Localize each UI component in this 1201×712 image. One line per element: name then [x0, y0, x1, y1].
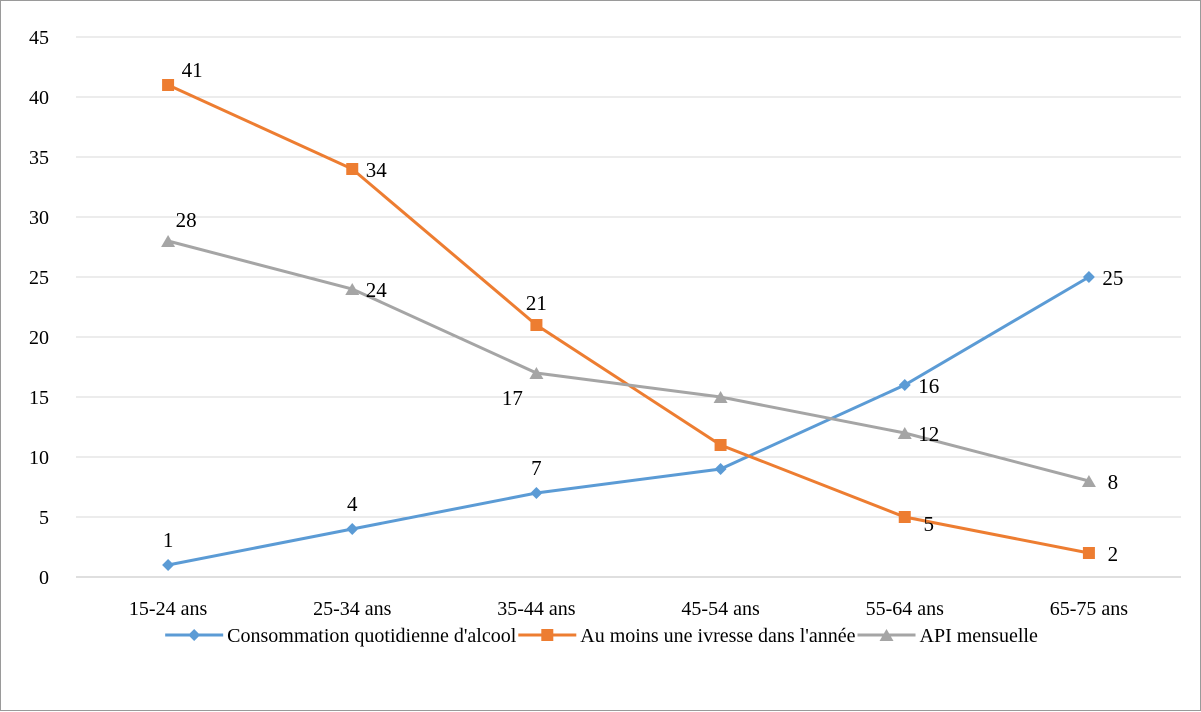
series-3	[161, 235, 1096, 487]
y-tick-label: 40	[29, 87, 49, 109]
data-point	[898, 511, 911, 523]
data-label: 7	[531, 456, 542, 480]
data-label: 21	[526, 291, 547, 315]
data-point	[346, 163, 359, 175]
legend-marker	[879, 629, 894, 641]
data-point	[346, 523, 359, 535]
data-label: 24	[366, 278, 388, 302]
legend-item: API mensuelle	[857, 625, 1038, 647]
data-label: 5	[924, 512, 935, 536]
series-2	[162, 79, 1095, 559]
y-tick-label: 25	[29, 267, 49, 289]
series-line	[167, 83, 1090, 555]
gridlines	[76, 36, 1181, 578]
y-axis-ticks: 0 5 10 15 20 25 30 35 40 45	[29, 27, 49, 589]
data-point	[713, 391, 728, 403]
legend-label: API mensuelle	[920, 625, 1038, 647]
data-label: 12	[918, 422, 939, 446]
data-point	[714, 463, 727, 475]
data-label: 16	[918, 374, 939, 398]
data-label: 8	[1108, 470, 1119, 494]
data-label: 25	[1102, 266, 1123, 290]
y-tick-label: 35	[29, 147, 49, 169]
data-label: 28	[176, 208, 197, 232]
legend-marker	[541, 629, 554, 641]
x-tick-label: 15-24 ans	[129, 598, 208, 620]
data-label: 2	[1108, 542, 1119, 566]
x-tick-label: 35-44 ans	[497, 598, 576, 620]
y-tick-label: 0	[39, 567, 49, 589]
data-point	[161, 235, 176, 247]
data-point	[345, 283, 360, 295]
series-group	[161, 79, 1096, 571]
data-label: 1	[163, 528, 174, 552]
legend: Consommation quotidienne d'alcool Au moin…	[165, 625, 1038, 647]
data-labels: 1 4 7 16 25 41 34 21 5 2 28 24 17 12 8	[163, 58, 1124, 566]
y-tick-label: 15	[29, 387, 49, 409]
y-tick-label: 5	[39, 507, 49, 529]
data-point	[898, 379, 911, 391]
data-point	[897, 427, 912, 439]
y-tick-label: 45	[29, 27, 49, 49]
series-1	[162, 271, 1095, 571]
legend-label: Consommation quotidienne d'alcool	[227, 625, 517, 647]
data-point	[1081, 475, 1096, 487]
data-point	[162, 79, 175, 91]
data-point	[529, 367, 544, 379]
data-label: 41	[182, 58, 203, 82]
y-tick-label: 20	[29, 327, 49, 349]
series-line	[167, 275, 1090, 567]
legend-label: Au moins une ivresse dans l'année	[580, 625, 855, 647]
data-point	[530, 319, 543, 331]
y-tick-label: 30	[29, 207, 49, 229]
data-point	[162, 559, 175, 571]
x-axis-ticks: 15-24 ans 25-34 ans 35-44 ans 45-54 ans 55-6…	[129, 598, 1128, 620]
data-point	[714, 439, 727, 451]
legend-item: Consommation quotidienne d'alcool	[165, 625, 517, 647]
y-tick-label: 10	[29, 447, 49, 469]
data-label: 17	[502, 386, 523, 410]
x-tick-label: 25-34 ans	[313, 598, 392, 620]
data-point	[1082, 547, 1095, 559]
x-tick-label: 65-75 ans	[1050, 598, 1129, 620]
data-point	[530, 487, 543, 499]
series-line	[167, 239, 1090, 483]
data-label: 4	[347, 492, 358, 516]
legend-marker	[188, 629, 201, 641]
x-tick-label: 55-64 ans	[866, 598, 945, 620]
data-label: 34	[366, 158, 388, 182]
legend-item: Au moins une ivresse dans l'année	[518, 625, 856, 647]
data-point	[1082, 271, 1095, 283]
x-tick-label: 45-54 ans	[681, 598, 760, 620]
